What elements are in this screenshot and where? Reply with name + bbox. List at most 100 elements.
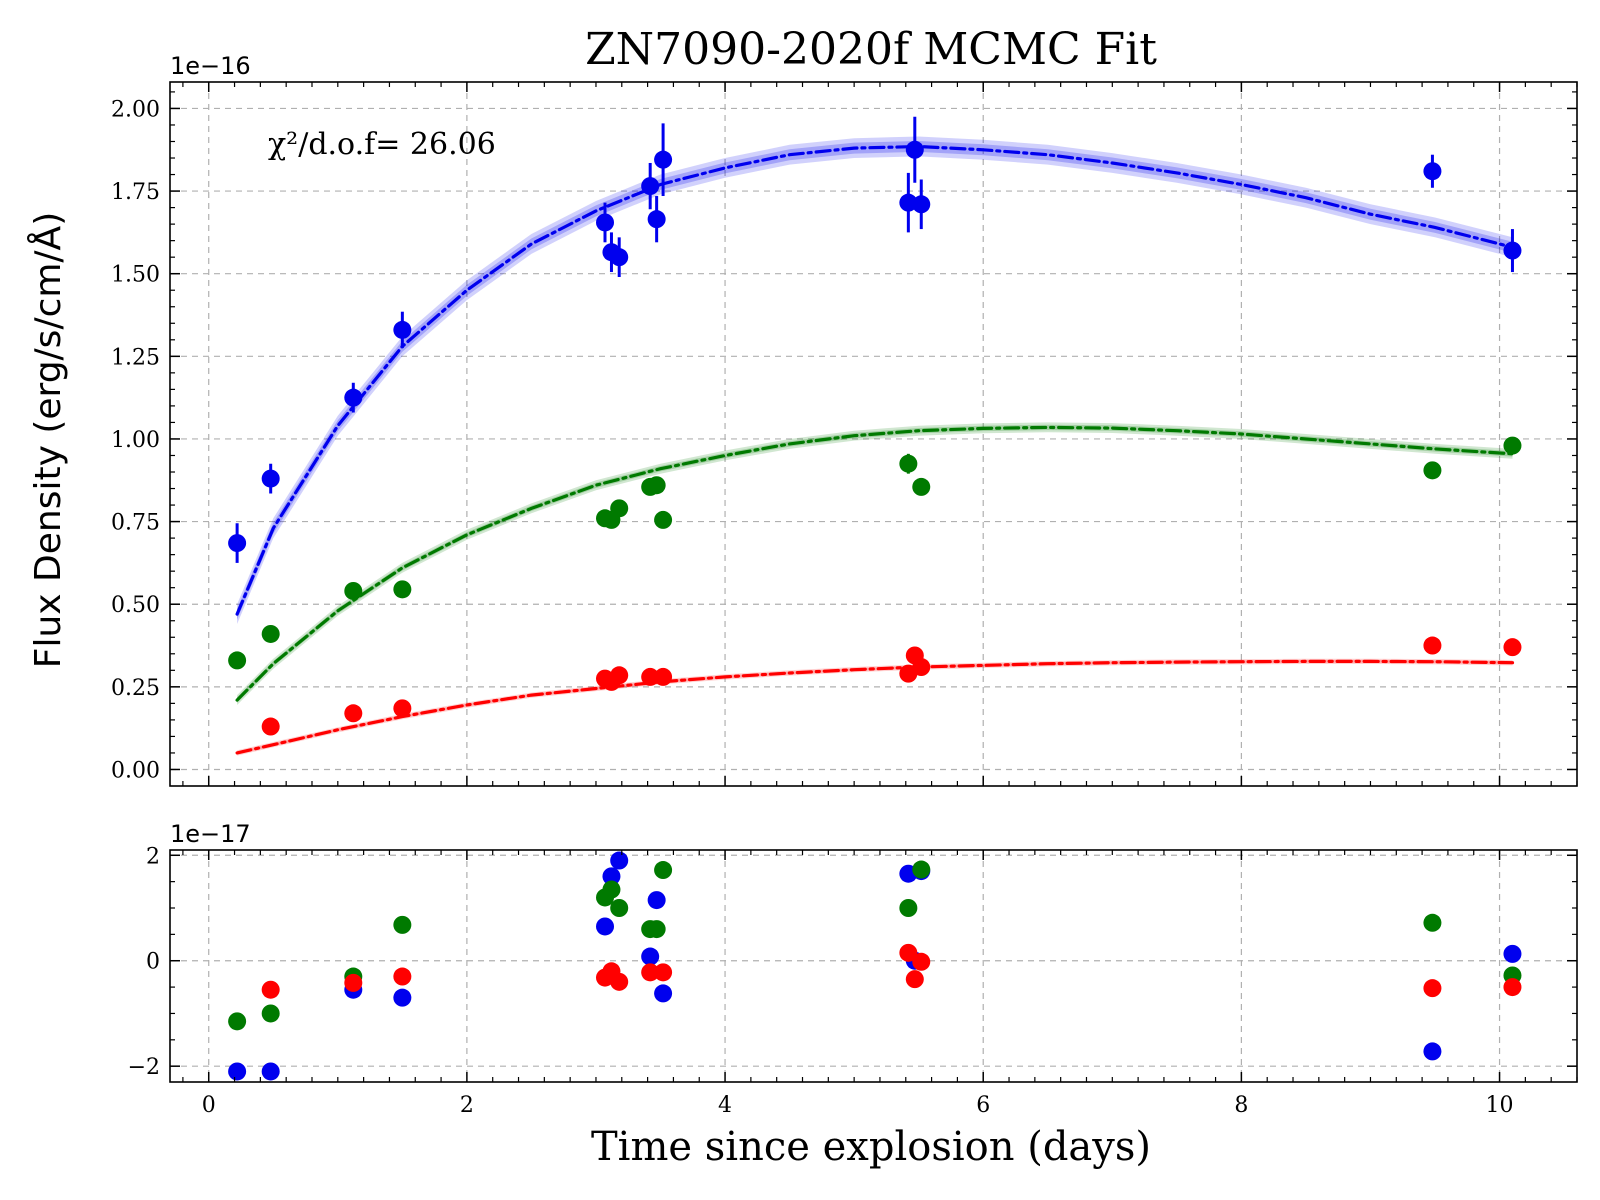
data-point — [1503, 436, 1522, 455]
y-tick-label: 1.00 — [111, 428, 160, 453]
residual-point — [602, 867, 621, 886]
residual-grid — [170, 850, 1577, 1082]
residual-points — [228, 851, 1522, 1081]
data-point — [641, 177, 660, 196]
data-point — [344, 704, 363, 723]
residual-axes-frame — [169, 849, 1578, 1083]
y-tick-label: 0.25 — [111, 676, 160, 701]
y-tick-label: 2.00 — [111, 97, 160, 122]
data-point — [1423, 162, 1442, 181]
residual-point — [647, 891, 666, 910]
y-tick-label: 0.50 — [111, 593, 160, 618]
data-point — [647, 476, 666, 495]
y-tick-label: −2 — [128, 1055, 160, 1080]
data-point — [1503, 638, 1522, 657]
y-axis-label: Flux Density (erg/s/cm/Å) — [26, 212, 69, 668]
y-tick-label: 0 — [146, 950, 160, 975]
residual-point — [654, 984, 673, 1003]
data-point — [261, 717, 280, 736]
data-point — [899, 454, 918, 473]
model-line — [235, 659, 1515, 755]
residual-point — [912, 952, 931, 971]
residual-point — [602, 880, 621, 899]
residual-point — [647, 920, 666, 939]
chart-title: ZN7090-2020f MCMC Fit — [585, 24, 1157, 75]
data-point — [1503, 241, 1522, 260]
residual-point — [905, 970, 924, 989]
residual-y-tick-labels: −2 0 2 — [128, 844, 160, 1080]
residual-point — [1423, 979, 1442, 998]
data-point — [1423, 461, 1442, 480]
x-axis-label: Time since explosion (days) — [591, 1124, 1151, 1170]
residual-point — [1503, 944, 1522, 963]
y-tick-label: 0.00 — [111, 758, 160, 783]
data-point — [344, 388, 363, 407]
x-tick-label: 10 — [1486, 1093, 1514, 1118]
residual-point — [228, 1012, 247, 1031]
residual-point — [912, 860, 931, 879]
data-point — [1423, 636, 1442, 655]
chi-square-annotation: χ²/d.o.f= 26.06 — [268, 127, 496, 162]
data-point — [654, 150, 673, 169]
residual-point — [344, 973, 363, 992]
main-axes-frame — [169, 81, 1578, 787]
residual-point — [1423, 1042, 1442, 1061]
data-point — [912, 195, 931, 214]
model-line — [235, 425, 1515, 702]
residual-point — [393, 967, 412, 986]
residual-ticks — [170, 850, 1578, 1082]
data-point — [610, 666, 629, 685]
main-ticks — [170, 82, 1578, 786]
x-tick-label: 8 — [1234, 1093, 1248, 1118]
residual-panel: −2 0 2 0 2 4 6 8 10 1e−17 — [128, 820, 1578, 1118]
data-point — [905, 140, 924, 159]
residual-point — [641, 963, 660, 982]
x-tick-label: 2 — [460, 1093, 474, 1118]
data-point — [393, 580, 412, 599]
data-point — [261, 624, 280, 643]
residual-point — [393, 988, 412, 1007]
data-point — [228, 534, 247, 553]
x-tick-labels: 0 2 4 6 8 10 — [202, 1093, 1514, 1118]
residual-point — [596, 917, 615, 936]
residual-point — [610, 972, 629, 991]
model-lines — [235, 144, 1515, 755]
data-point — [654, 510, 673, 529]
y-tick-label: 1.50 — [111, 263, 160, 288]
data-point — [228, 651, 247, 670]
data-point — [393, 699, 412, 718]
residual-point — [899, 943, 918, 962]
data-point — [641, 667, 660, 686]
data-point — [610, 499, 629, 518]
residual-point — [261, 1004, 280, 1023]
y-tick-label: 1.75 — [111, 180, 160, 205]
data-point — [912, 477, 931, 496]
main-grid — [170, 82, 1577, 786]
residual-point — [654, 861, 673, 880]
residual-offset-label: 1e−17 — [170, 820, 251, 848]
residual-point — [899, 899, 918, 917]
x-tick-label: 0 — [202, 1093, 216, 1118]
data-point — [393, 320, 412, 339]
residual-point — [610, 851, 629, 870]
residual-point — [610, 899, 629, 917]
y-tick-label: 0.75 — [111, 511, 160, 536]
main-y-tick-labels: 0.00 0.25 0.50 0.75 1.00 1.25 1.50 1.75 2.00 — [111, 97, 160, 783]
data-point — [610, 248, 629, 267]
data-point — [596, 213, 615, 232]
residual-point — [654, 963, 673, 982]
x-tick-label: 6 — [976, 1093, 990, 1118]
data-point — [647, 210, 666, 229]
residual-point — [393, 915, 412, 934]
residual-point — [228, 1062, 247, 1081]
residual-point — [261, 980, 280, 999]
data-point — [654, 667, 673, 686]
data-point — [912, 658, 931, 677]
residual-point — [1423, 913, 1442, 932]
y-tick-label: 2 — [146, 844, 160, 869]
data-point — [261, 469, 280, 488]
data-point — [344, 581, 363, 600]
residual-point — [641, 947, 660, 966]
